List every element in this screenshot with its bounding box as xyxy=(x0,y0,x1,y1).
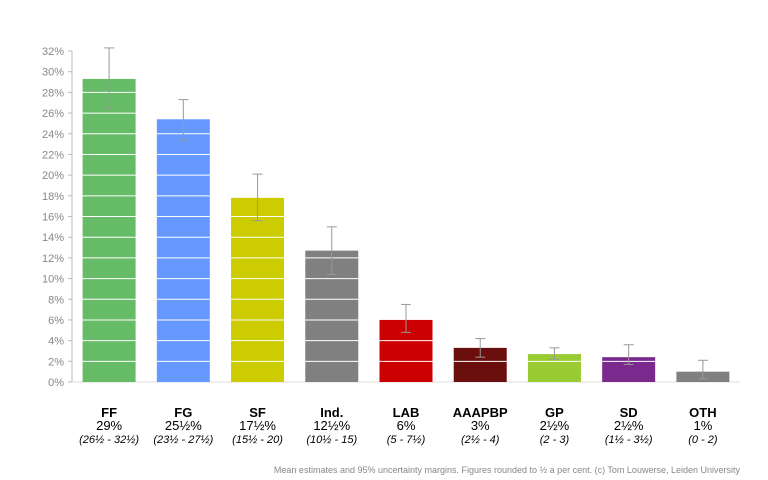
value-label: 1% xyxy=(693,418,712,433)
y-tick-label: 0% xyxy=(48,377,64,389)
range-label: (10½ - 15) xyxy=(306,434,357,446)
y-tick-label: 14% xyxy=(42,232,64,244)
category-label: FF xyxy=(101,405,117,420)
range-label: (5 - 7½) xyxy=(387,434,426,446)
y-tick-label: 18% xyxy=(42,191,64,203)
value-label: 12½% xyxy=(313,418,350,433)
category-label: AAAPBP xyxy=(453,405,508,420)
bar xyxy=(82,78,136,382)
range-label: (26½ - 32½) xyxy=(79,434,139,446)
category-label: Ind. xyxy=(320,405,343,420)
range-label: (2½ - 4) xyxy=(461,434,500,446)
range-label: (23½ - 27½) xyxy=(153,434,213,446)
y-tick-label: 4% xyxy=(48,336,64,348)
range-label: (1½ - 3½) xyxy=(605,434,653,446)
bar xyxy=(231,197,285,382)
y-tick-label: 26% xyxy=(42,108,64,120)
range-label: (0 - 2) xyxy=(688,434,718,446)
value-label: 17½% xyxy=(239,418,276,433)
value-label: 3% xyxy=(471,418,490,433)
y-tick-label: 16% xyxy=(42,212,64,224)
category-label: SF xyxy=(249,405,266,420)
y-tick-label: 30% xyxy=(42,67,64,79)
y-tick-label: 12% xyxy=(42,253,64,265)
y-tick-label: 24% xyxy=(42,129,64,141)
y-tick-label: 20% xyxy=(42,170,64,182)
category-label: SD xyxy=(620,405,638,420)
value-label: 2½% xyxy=(540,418,570,433)
value-label: 6% xyxy=(397,418,416,433)
y-tick-label: 2% xyxy=(48,356,64,368)
bars xyxy=(82,47,730,383)
category-label: OTH xyxy=(689,405,716,420)
y-tick-label: 10% xyxy=(42,274,64,286)
y-tick-label: 22% xyxy=(42,149,64,161)
y-tick-label: 32% xyxy=(42,46,64,58)
range-label: (2 - 3) xyxy=(540,434,570,446)
bar xyxy=(156,119,210,383)
value-label: 2½% xyxy=(614,418,644,433)
value-label: 29% xyxy=(96,418,122,433)
category-label: FG xyxy=(174,405,192,420)
range-label: (15½ - 20) xyxy=(232,434,283,446)
footnote: Mean estimates and 95% uncertainty margi… xyxy=(274,465,741,475)
category-label: GP xyxy=(545,405,564,420)
value-label: 25½% xyxy=(165,418,202,433)
y-tick-label: 8% xyxy=(48,294,64,306)
y-tick-label: 6% xyxy=(48,315,64,327)
category-label: LAB xyxy=(393,405,420,420)
y-axis: 0% 2% 4% 6% 8% 10% 12% 14% 16% 18% 20% 22% 24% 26% 28%… xyxy=(42,46,740,389)
y-tick-label: 28% xyxy=(42,87,64,99)
